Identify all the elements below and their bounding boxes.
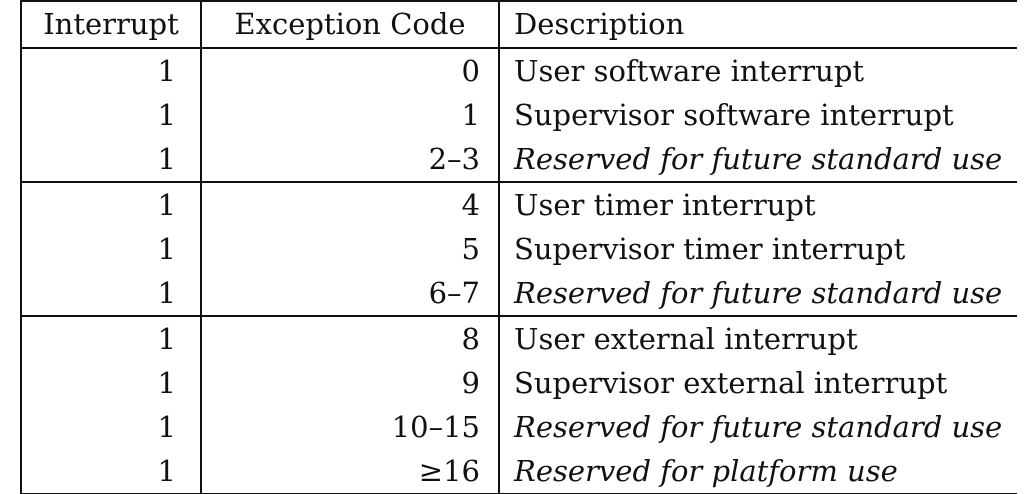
cell-interrupt: 1 [20, 271, 202, 316]
cell-interrupt: 1 [20, 137, 202, 182]
table-row: 1 8 User external interrupt [20, 315, 1017, 361]
cell-description: Supervisor external interrupt [499, 361, 1017, 405]
table-row: 1 2–3 Reserved for future standard use [20, 137, 1017, 182]
cell-exception-code: 0 [201, 48, 500, 93]
cell-description: User timer interrupt [499, 181, 1017, 227]
header-description: Description [499, 0, 1017, 49]
cell-description: Reserved for future standard use [499, 137, 1017, 182]
cell-exception-code: 10–15 [201, 405, 500, 449]
cell-description: Supervisor timer interrupt [499, 227, 1017, 271]
table-row: 1 6–7 Reserved for future standard use [20, 271, 1017, 316]
cell-exception-code: 6–7 [201, 271, 500, 316]
cell-interrupt: 1 [20, 93, 202, 137]
cell-interrupt: 1 [20, 315, 202, 361]
cell-description: Supervisor software interrupt [499, 93, 1017, 137]
table-row: 1 5 Supervisor timer interrupt [20, 227, 1017, 271]
cell-exception-code: 9 [201, 361, 500, 405]
cell-interrupt: 1 [20, 48, 202, 93]
table-row: 1 4 User timer interrupt [20, 181, 1017, 227]
cell-interrupt: 1 [20, 449, 202, 494]
table-header-row: Interrupt Exception Code Description [20, 0, 1017, 49]
cell-description: Reserved for platform use [499, 449, 1017, 494]
table-row: 1 9 Supervisor external interrupt [20, 361, 1017, 405]
exception-code-table: Interrupt Exception Code Description 1 0… [20, 0, 1017, 494]
cell-exception-code: 1 [201, 93, 500, 137]
header-exception-code: Exception Code [201, 0, 500, 49]
cell-description: User external interrupt [499, 315, 1017, 361]
cell-exception-code: ≥16 [201, 449, 500, 494]
header-interrupt: Interrupt [20, 0, 202, 49]
cell-exception-code: 4 [201, 181, 500, 227]
cell-description: User software interrupt [499, 48, 1017, 93]
table-row: 1 ≥16 Reserved for platform use [20, 449, 1017, 494]
cell-exception-code: 2–3 [201, 137, 500, 182]
cell-description: Reserved for future standard use [499, 271, 1017, 316]
cell-exception-code: 5 [201, 227, 500, 271]
table-row: 1 0 User software interrupt [20, 48, 1017, 93]
table-row: 1 10–15 Reserved for future standard use [20, 405, 1017, 449]
cell-interrupt: 1 [20, 181, 202, 227]
exception-code-table-container: Interrupt Exception Code Description 1 0… [20, 0, 1017, 494]
cell-interrupt: 1 [20, 361, 202, 405]
cell-interrupt: 1 [20, 227, 202, 271]
cell-interrupt: 1 [20, 405, 202, 449]
table-row: 1 1 Supervisor software interrupt [20, 93, 1017, 137]
cell-exception-code: 8 [201, 315, 500, 361]
cell-description: Reserved for future standard use [499, 405, 1017, 449]
